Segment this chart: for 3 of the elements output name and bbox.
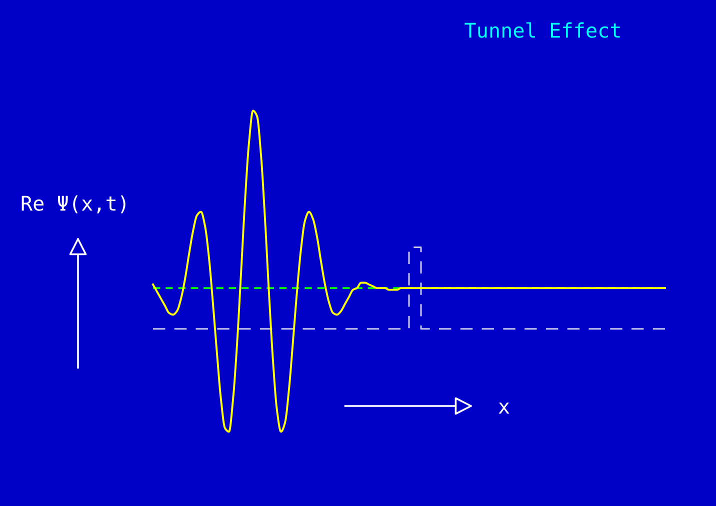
y-axis-title: Re Ψ(x,t) — [22, 195, 126, 214]
chart-title: Tunnel Effect — [464, 22, 620, 38]
x-axis-title: x — [498, 402, 510, 414]
